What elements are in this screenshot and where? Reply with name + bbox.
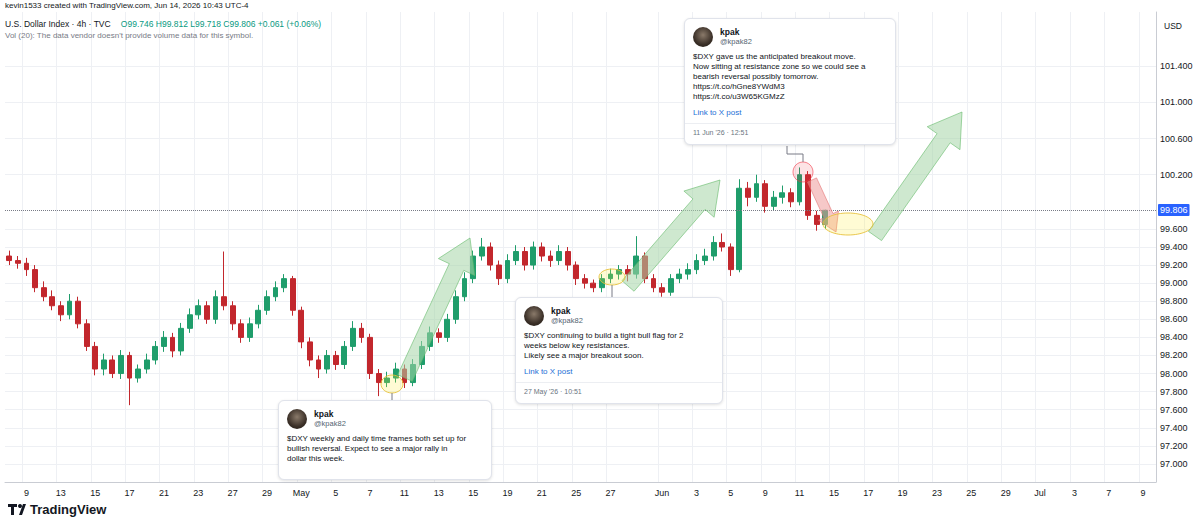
svg-text:101.000: 101.000 [1160, 97, 1193, 107]
svg-text:97.000: 97.000 [1160, 459, 1188, 469]
svg-text:21: 21 [537, 488, 547, 498]
svg-text:Vol (20): The data vendor does: Vol (20): The data vendor doesn't provid… [5, 31, 253, 40]
svg-text:101.400: 101.400 [1160, 61, 1193, 71]
svg-text:23: 23 [932, 488, 942, 498]
html-text:27 May '26 · 10:51: 27 May '26 · 10:51 [524, 388, 582, 395]
svg-text:99.400: 99.400 [1160, 242, 1188, 252]
svg-text:97.400: 97.400 [1160, 423, 1188, 433]
svg-text:100.200: 100.200 [1160, 170, 1193, 180]
svg-text:99.200: 99.200 [1160, 260, 1188, 270]
html-text:bearish reversal possibly tomo: bearish reversal possibly tomorrow. [693, 72, 819, 81]
svg-text:97.800: 97.800 [1160, 387, 1188, 397]
svg-text:97.600: 97.600 [1160, 405, 1188, 415]
svg-text:98.000: 98.000 [1160, 369, 1188, 379]
svg-text:3: 3 [1072, 488, 1077, 498]
svg-text:19: 19 [502, 488, 512, 498]
html-text:weeks below key resistances.: weeks below key resistances. [524, 341, 630, 350]
svg-text:21: 21 [159, 488, 169, 498]
svg-text:O99.746 H99.812 L99.718 C99.80: O99.746 H99.812 L99.718 C99.806 +0.061 (… [121, 19, 322, 29]
svg-text:98.800: 98.800 [1160, 296, 1188, 306]
svg-text:5: 5 [333, 488, 338, 498]
html-text:dollar this week.: dollar this week. [287, 454, 345, 463]
svg-text:98.400: 98.400 [1160, 332, 1188, 342]
svg-text:7: 7 [1106, 488, 1111, 498]
html-text:@kpak82: @kpak82 [314, 419, 346, 428]
svg-text:11: 11 [795, 488, 804, 498]
svg-text:98.600: 98.600 [1160, 314, 1188, 324]
svg-text:25: 25 [571, 488, 581, 498]
svg-text:27: 27 [606, 488, 616, 498]
html-text:kpak: kpak [314, 409, 334, 419]
html-text:@kpak82: @kpak82 [551, 316, 583, 325]
html-text:Link to X post: Link to X post [524, 367, 573, 376]
svg-text:99.600: 99.600 [1160, 224, 1188, 234]
svg-text:17: 17 [863, 488, 873, 498]
html-text:@kpak82: @kpak82 [720, 37, 752, 46]
svg-text:May: May [293, 488, 311, 498]
svg-text:25: 25 [966, 488, 976, 498]
svg-text:5: 5 [728, 488, 733, 498]
svg-text:29: 29 [262, 488, 272, 498]
svg-text:9: 9 [763, 488, 768, 498]
html-text:Likely see a major breakout so: Likely see a major breakout soon. [524, 351, 644, 360]
svg-text:100.600: 100.600 [1160, 134, 1193, 144]
svg-text:99.000: 99.000 [1160, 278, 1188, 288]
html-text:$DXY weekly and daily time fra: $DXY weekly and daily time frames both s… [287, 434, 467, 443]
svg-text:15: 15 [90, 488, 100, 498]
svg-text:11: 11 [400, 488, 409, 498]
html-text:$DXY continuing to build a tig: $DXY continuing to build a tight bull fl… [524, 331, 684, 340]
svg-text:98.200: 98.200 [1160, 350, 1188, 360]
svg-text:7: 7 [368, 488, 373, 498]
svg-text:Jun: Jun [655, 488, 670, 498]
svg-text:19: 19 [898, 488, 908, 498]
svg-text:U.S. Dollar Index · 4h · TVC: U.S. Dollar Index · 4h · TVC [5, 19, 111, 29]
svg-text:15: 15 [468, 488, 478, 498]
svg-text:kevin1533 created with Trading: kevin1533 created with TradingView.com, … [5, 1, 249, 10]
svg-text:13: 13 [434, 488, 444, 498]
svg-text:29: 29 [1001, 488, 1011, 498]
html-text:Link to X post: Link to X post [693, 108, 742, 117]
svg-text:9: 9 [24, 488, 29, 498]
html-text:kpak: kpak [551, 306, 571, 316]
svg-text:17: 17 [125, 488, 135, 498]
html-text:Now sitting at resistance zone: Now sitting at resistance zone so we cou… [693, 62, 866, 71]
html-text:11 Jun '26 · 12:51: 11 Jun '26 · 12:51 [693, 129, 749, 136]
svg-text:15: 15 [829, 488, 839, 498]
html-text:bullish reversal. Expect to se: bullish reversal. Expect to see a major … [287, 444, 448, 453]
svg-text:99.806: 99.806 [1160, 205, 1188, 215]
svg-text:97.200: 97.200 [1160, 441, 1188, 451]
svg-text:9: 9 [1141, 488, 1146, 498]
html-text:https://t.co/hGne8YWdM3: https://t.co/hGne8YWdM3 [693, 82, 785, 91]
html-text:kpak: kpak [720, 27, 740, 37]
html-text:$DXY gave us the anticipated b: $DXY gave us the anticipated breakout mo… [693, 52, 856, 61]
html-text:https://t.co/u3W65KGMzZ: https://t.co/u3W65KGMzZ [693, 92, 785, 101]
svg-text:13: 13 [56, 488, 66, 498]
svg-text:TradingView: TradingView [30, 502, 107, 517]
svg-text:3: 3 [694, 488, 699, 498]
svg-text:23: 23 [193, 488, 203, 498]
svg-text:USD: USD [1164, 21, 1182, 31]
svg-text:27: 27 [228, 488, 238, 498]
svg-text:Jul: Jul [1034, 488, 1046, 498]
